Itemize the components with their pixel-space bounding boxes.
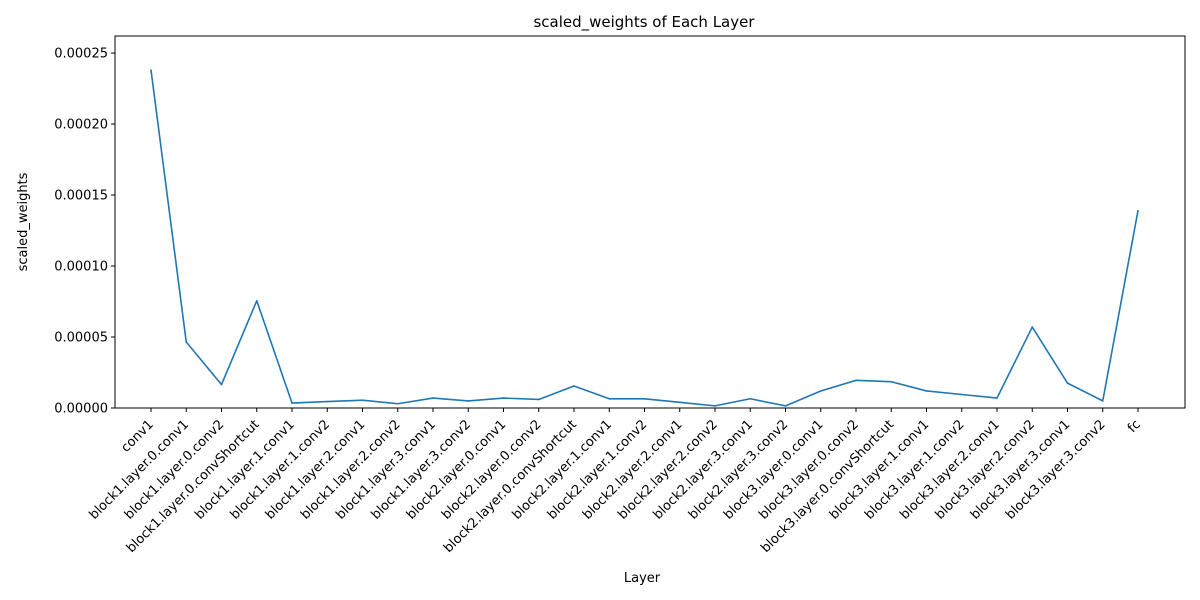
y-tick-label: 0.00015 xyxy=(54,189,108,204)
chart-title: scaled_weights of Each Layer xyxy=(533,13,755,32)
data-point xyxy=(537,398,540,401)
data-point xyxy=(960,393,963,396)
data-point xyxy=(855,379,857,382)
y-tick-label: 0.00020 xyxy=(54,118,108,133)
data-point xyxy=(396,402,399,405)
plot-area xyxy=(114,35,1186,409)
data-point xyxy=(1101,400,1104,402)
data-point xyxy=(996,397,998,399)
data-point xyxy=(361,399,364,401)
data-point xyxy=(678,401,681,404)
data-point xyxy=(467,400,470,402)
y-axis-title: scaled_weights xyxy=(16,172,31,271)
data-point xyxy=(1031,326,1034,328)
y-axis: 0.00000 0.00005 0.00010 0.00015 0.00020 0.000… xyxy=(54,47,115,417)
y-tick-label: 0.00010 xyxy=(54,260,108,275)
data-point xyxy=(784,405,787,407)
data-point xyxy=(573,385,575,387)
data-point xyxy=(1066,382,1069,384)
data-point xyxy=(608,397,611,400)
data-point xyxy=(255,300,258,302)
data-point xyxy=(643,397,646,400)
data-point xyxy=(220,383,223,386)
data-point xyxy=(819,390,822,392)
x-axis: conv1block1.layer.0.conv1block1.layer.0.… xyxy=(87,408,1144,556)
data-point xyxy=(1137,209,1139,212)
data-point xyxy=(925,390,928,392)
series-points xyxy=(150,69,1139,407)
data-point xyxy=(150,69,152,71)
data-point xyxy=(749,397,752,400)
x-axis-title: Layer xyxy=(624,571,661,586)
data-point xyxy=(291,402,293,404)
data-point xyxy=(185,341,188,343)
data-point xyxy=(326,400,329,403)
data-point xyxy=(432,397,434,399)
y-tick-label: 0.00000 xyxy=(54,402,108,417)
y-tick-label: 0.00025 xyxy=(54,47,108,62)
data-point xyxy=(890,380,893,383)
data-point xyxy=(714,405,716,407)
y-tick-label: 0.00005 xyxy=(54,331,108,346)
data-point xyxy=(502,397,505,399)
